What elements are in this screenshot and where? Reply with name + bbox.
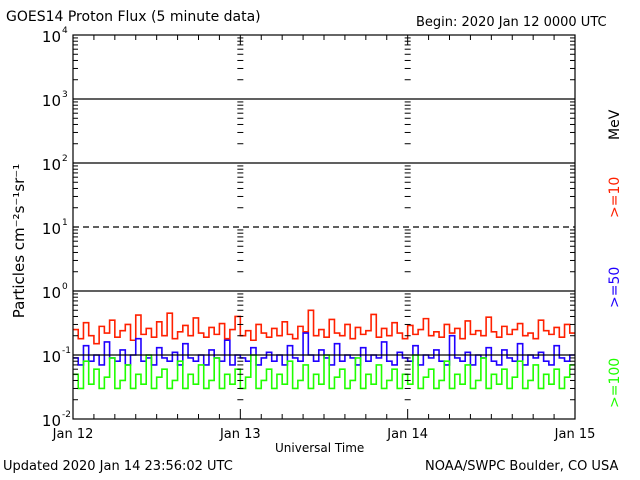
x-axis-label: Universal Time bbox=[275, 441, 365, 455]
x-tick-label: Jan 15 bbox=[554, 427, 596, 442]
y-tick-exponent: 1 bbox=[62, 218, 68, 228]
y-tick-exponent: 3 bbox=[62, 90, 68, 100]
y-tick-label: 10 bbox=[42, 92, 61, 110]
series-line->=10 bbox=[73, 309, 575, 345]
x-tick-label: Jan 13 bbox=[219, 427, 261, 442]
y-tick-exponent: -2 bbox=[62, 410, 71, 420]
updated-timestamp: Updated 2020 Jan 14 23:56:02 UTC bbox=[3, 459, 233, 474]
chart-title: GOES14 Proton Flux (5 minute data) bbox=[6, 9, 261, 25]
y-tick-exponent: 4 bbox=[62, 26, 68, 36]
begin-time: Begin: 2020 Jan 12 0000 UTC bbox=[416, 15, 607, 30]
x-tick-label: Jan 14 bbox=[386, 427, 428, 442]
x-tick-label: Jan 12 bbox=[52, 427, 94, 442]
y-tick-label: 10 bbox=[42, 28, 61, 46]
credit-text: NOAA/SWPC Boulder, CO USA bbox=[425, 459, 619, 474]
y-tick-exponent: 2 bbox=[62, 154, 68, 164]
series-line->=50 bbox=[73, 332, 575, 366]
y-tick-label: 10 bbox=[42, 412, 61, 430]
y-tick-label: 10 bbox=[42, 348, 61, 366]
y-tick-label: 10 bbox=[42, 284, 61, 302]
y-tick-label: 10 bbox=[42, 220, 61, 238]
y-tick-exponent: 0 bbox=[62, 282, 68, 292]
y-tick-label: 10 bbox=[42, 156, 61, 174]
y-tick-exponent: -1 bbox=[62, 346, 71, 356]
series-line->=100 bbox=[73, 354, 575, 390]
